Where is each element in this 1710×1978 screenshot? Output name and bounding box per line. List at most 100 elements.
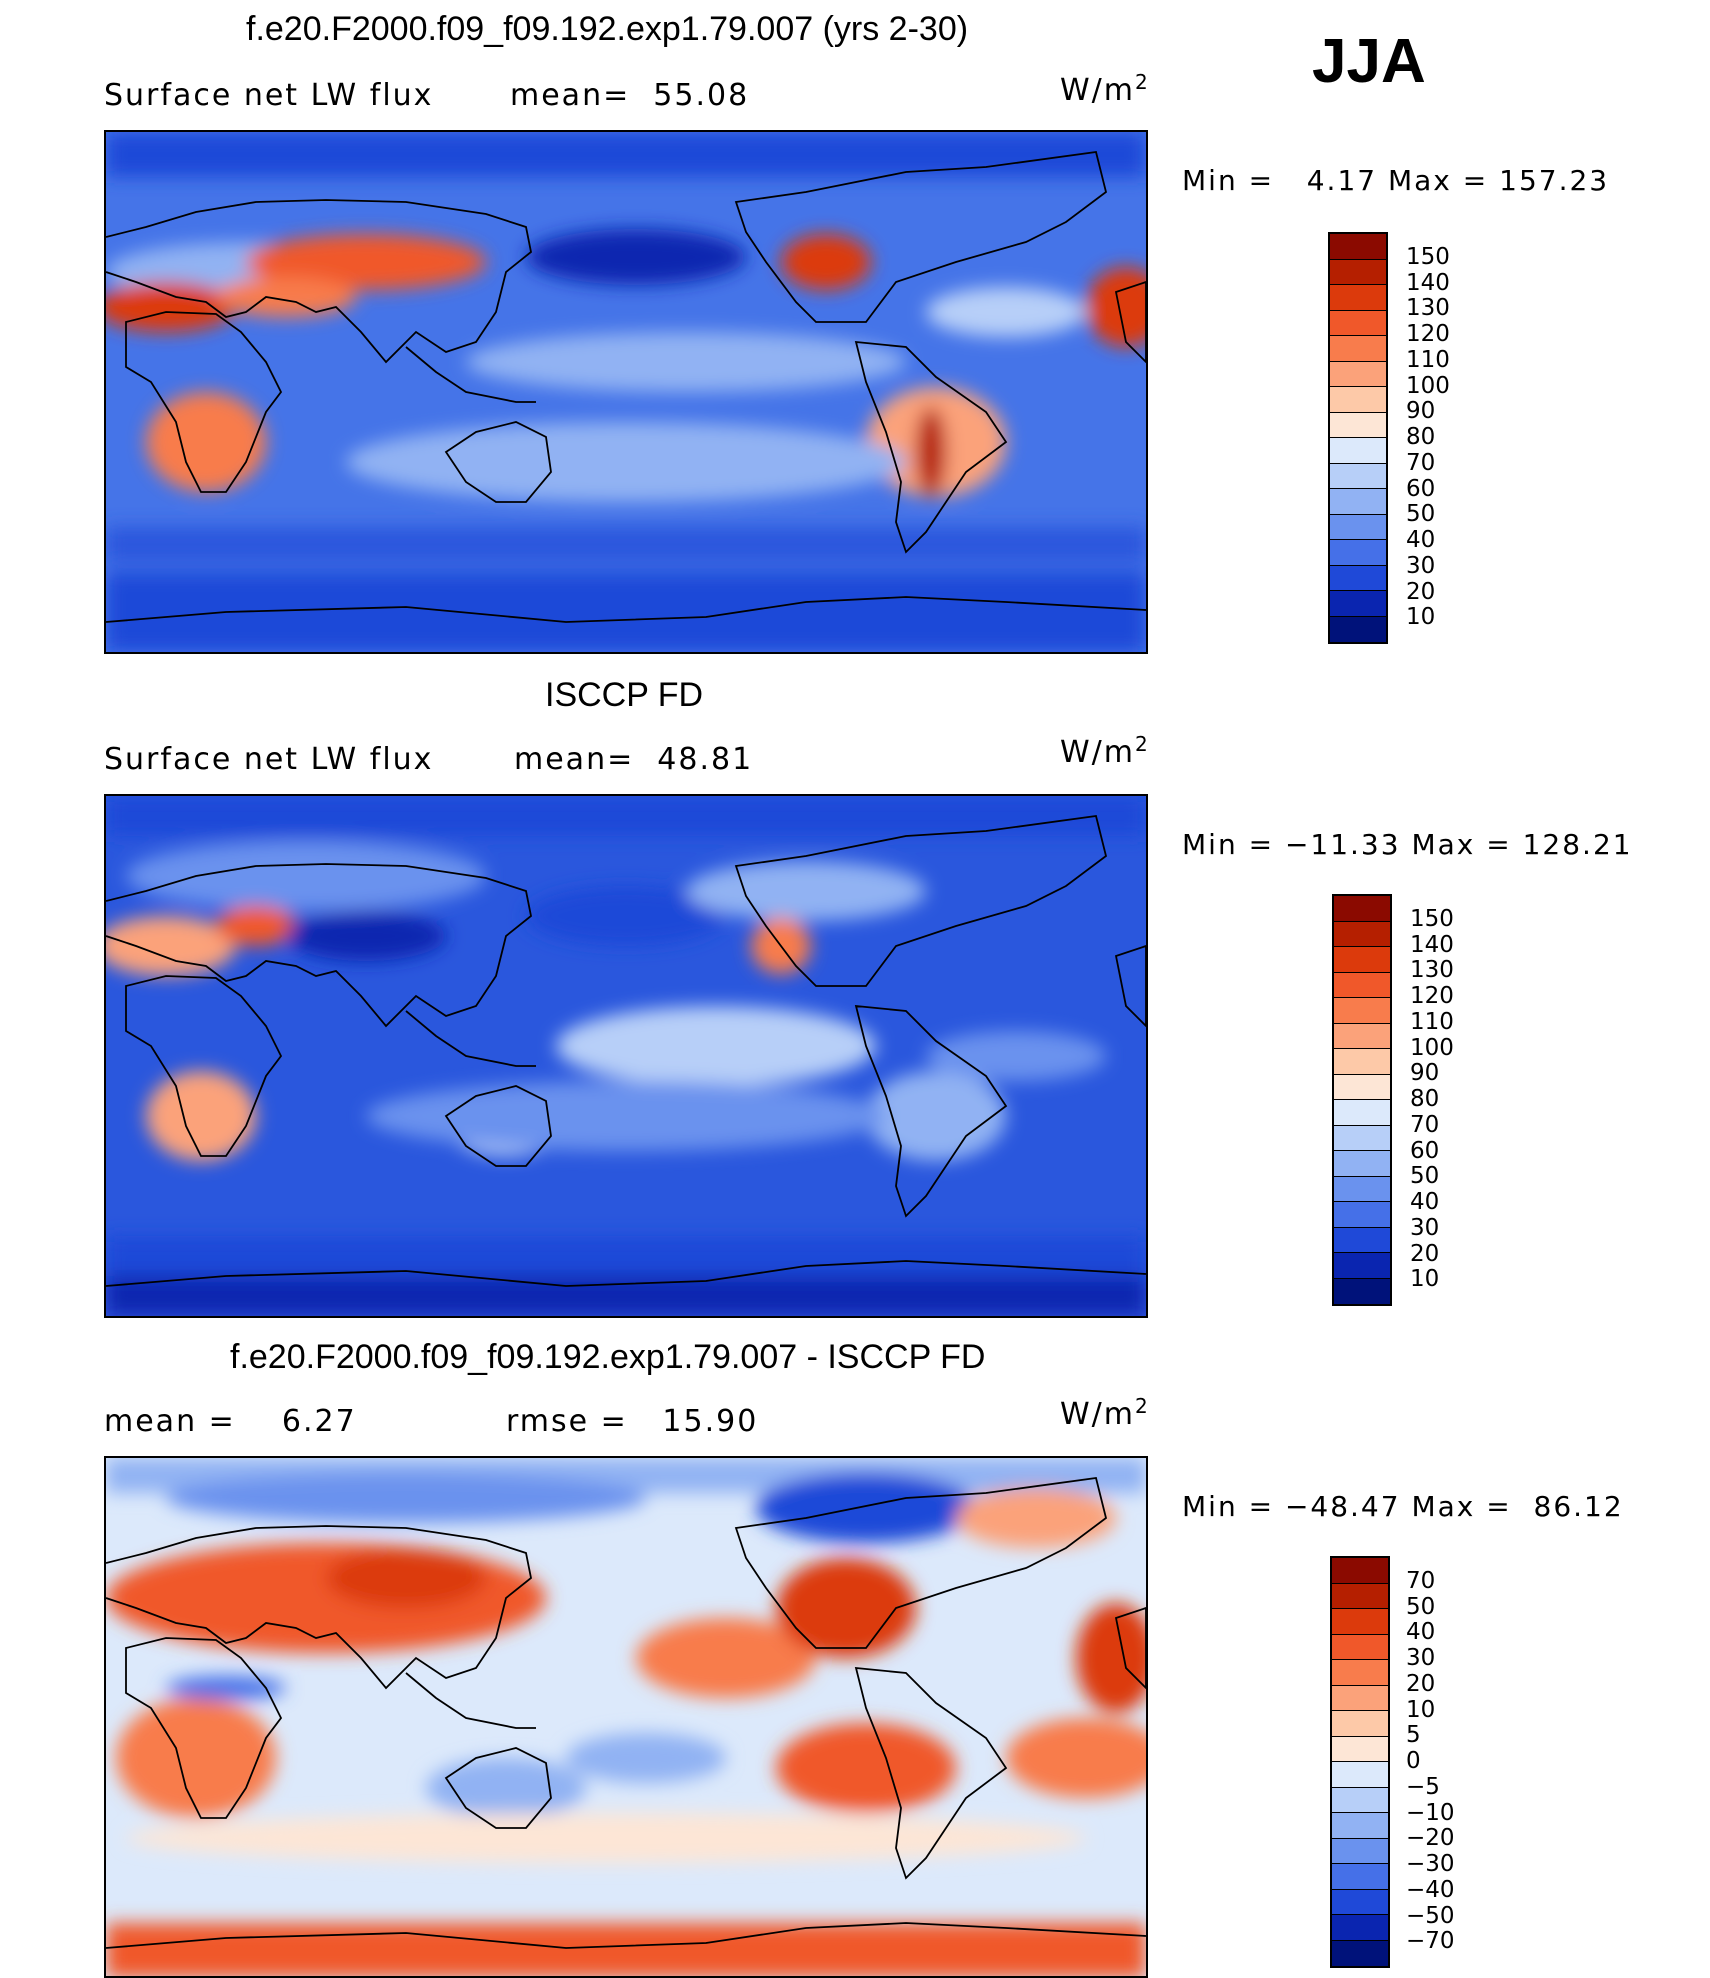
colorbar-swatch	[1334, 998, 1390, 1024]
colorbar-tick-label: 20	[1410, 1240, 1440, 1267]
colorbar-swatch	[1332, 1915, 1388, 1941]
colorbar-swatch	[1330, 616, 1386, 642]
colorbar-tick-label: −70	[1406, 1928, 1455, 1955]
colorbar-tick-label: −5	[1406, 1773, 1440, 1800]
colorbar-tick-label: 130	[1410, 957, 1454, 984]
colorbar-swatch	[1332, 1660, 1388, 1686]
colorbar-swatch	[1334, 1202, 1390, 1228]
panel-3-title: f.e20.F2000.f09_f09.192.exp1.79.007 - IS…	[230, 1338, 986, 1376]
colorbar-tick-label: 10	[1406, 1696, 1436, 1723]
colorbar-tick-label: 70	[1406, 1567, 1436, 1594]
colorbar-tick-label: 70	[1410, 1111, 1440, 1138]
panel-2-title: ISCCP FD	[545, 676, 704, 714]
colorbar-swatch	[1330, 489, 1386, 515]
colorbar-tick-label: 60	[1406, 475, 1436, 502]
colorbar-tick-label: 130	[1406, 295, 1450, 322]
colorbar-tick-label: 90	[1406, 398, 1436, 425]
colorbar-tick-label: 80	[1406, 424, 1436, 450]
colorbar-swatch	[1332, 1787, 1388, 1813]
colorbar-tick-label: 150	[1410, 905, 1454, 932]
colorbar-tick-label: 110	[1410, 1008, 1454, 1035]
colorbar-swatch	[1330, 387, 1386, 413]
panel-2-colorbar	[1332, 894, 1392, 1306]
colorbar-swatch	[1334, 947, 1390, 973]
colorbar-tick-label: 120	[1406, 321, 1450, 347]
panel-2-variable-label: Surface net LW flux	[104, 742, 434, 777]
colorbar-swatch	[1334, 1227, 1390, 1253]
colorbar-tick-label: −40	[1406, 1876, 1455, 1903]
colorbar-tick-label: 40	[1406, 1619, 1436, 1646]
colorbar-swatch	[1334, 1023, 1390, 1049]
colorbar-tick-label: 70	[1406, 449, 1436, 476]
colorbar-swatch	[1332, 1583, 1388, 1609]
colorbar-swatch	[1330, 234, 1386, 260]
colorbar-swatch	[1334, 1176, 1390, 1202]
colorbar-swatch	[1334, 921, 1390, 947]
colorbar-swatch	[1330, 463, 1386, 489]
panel-3-rmse-label: rmse = 15.90	[506, 1404, 759, 1439]
panel-1-colorbar	[1328, 232, 1388, 644]
colorbar-tick-label: 40	[1406, 527, 1436, 553]
colorbar-swatch	[1330, 412, 1386, 438]
panel-3-minmax: Min = −48.47 Max = 86.12	[1182, 1490, 1624, 1523]
colorbar-tick-label: 50	[1406, 1593, 1436, 1620]
colorbar-swatch	[1330, 285, 1386, 311]
colorbar-tick-label: 20	[1406, 578, 1436, 605]
colorbar-tick-label: 140	[1410, 931, 1454, 958]
colorbar-swatch	[1334, 1125, 1390, 1151]
panel-1-map	[104, 130, 1148, 654]
colorbar-tick-label: 50	[1410, 1163, 1440, 1190]
panel-3-mean-label: mean = 6.27	[104, 1404, 357, 1439]
colorbar-swatch	[1330, 336, 1386, 362]
panel-3-units: W/m2	[1060, 1394, 1150, 1432]
colorbar-swatch	[1332, 1940, 1388, 1966]
colorbar-swatch	[1332, 1558, 1388, 1584]
colorbar-tick-label: 110	[1406, 346, 1450, 373]
panel-1-variable-label: Surface net LW flux	[104, 78, 434, 113]
colorbar-tick-label: 30	[1410, 1214, 1440, 1241]
colorbar-tick-label: 10	[1410, 1266, 1440, 1293]
colorbar-swatch	[1332, 1762, 1388, 1788]
panel-2-units: W/m2	[1060, 732, 1150, 770]
panel-1-minmax: Min = 4.17 Max = 157.23	[1182, 164, 1610, 197]
colorbar-tick-label: −20	[1406, 1825, 1455, 1852]
panel-1-mean-label: mean= 55.08	[510, 78, 750, 113]
panel-2-minmax: Min = −11.33 Max = 128.21	[1182, 828, 1633, 861]
colorbar-tick-label: 30	[1406, 1645, 1436, 1671]
colorbar-swatch	[1330, 591, 1386, 617]
colorbar-swatch	[1332, 1889, 1388, 1915]
colorbar-tick-label: 100	[1410, 1034, 1454, 1061]
colorbar-swatch	[1332, 1711, 1388, 1737]
panel-3-map	[104, 1456, 1148, 1978]
colorbar-swatch	[1334, 1074, 1390, 1100]
colorbar-tick-label: −30	[1406, 1851, 1455, 1877]
colorbar-swatch	[1330, 565, 1386, 591]
colorbar-swatch	[1332, 1685, 1388, 1711]
colorbar-tick-label: 50	[1406, 501, 1436, 528]
colorbar-swatch	[1332, 1736, 1388, 1762]
colorbar-tick-label: 20	[1406, 1670, 1436, 1697]
colorbar-swatch	[1330, 514, 1386, 540]
colorbar-swatch	[1330, 310, 1386, 336]
colorbar-tick-label: 150	[1406, 243, 1450, 270]
colorbar-swatch	[1334, 1049, 1390, 1075]
colorbar-swatch	[1332, 1813, 1388, 1839]
colorbar-tick-label: 120	[1410, 983, 1454, 1009]
colorbar-tick-label: 140	[1406, 269, 1450, 296]
colorbar-swatch	[1332, 1609, 1388, 1635]
panel-2-mean-label: mean= 48.81	[514, 742, 754, 777]
colorbar-swatch	[1330, 361, 1386, 387]
panel-1-title: f.e20.F2000.f09_f09.192.exp1.79.007 (yrs…	[246, 10, 969, 48]
colorbar-swatch	[1334, 972, 1390, 998]
season-label: JJA	[1312, 27, 1426, 96]
colorbar-tick-label: 30	[1406, 552, 1436, 579]
colorbar-swatch	[1334, 1151, 1390, 1177]
colorbar-tick-label: 40	[1410, 1189, 1440, 1215]
colorbar-swatch	[1332, 1634, 1388, 1660]
colorbar-tick-label: 90	[1410, 1060, 1440, 1087]
colorbar-tick-label: −50	[1406, 1902, 1455, 1929]
colorbar-tick-label: −10	[1406, 1799, 1455, 1826]
colorbar-tick-label: 100	[1406, 372, 1450, 399]
colorbar-tick-label: 0	[1406, 1748, 1421, 1774]
colorbar-swatch	[1334, 1278, 1390, 1304]
